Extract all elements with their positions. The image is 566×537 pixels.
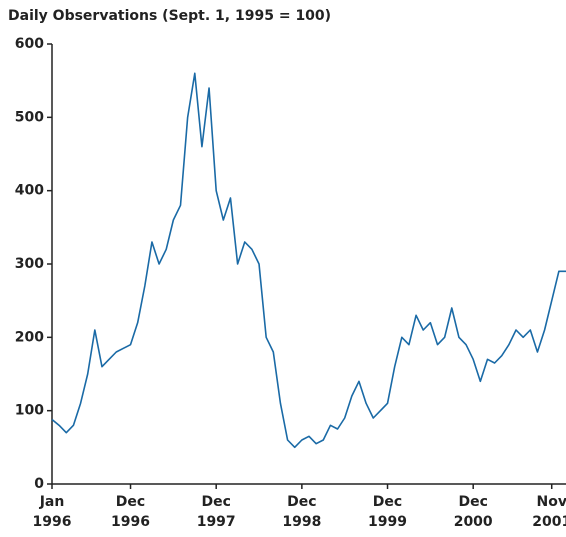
y-tick-label: 400 xyxy=(15,183,44,199)
x-tick-label: Dec 1999 xyxy=(368,494,407,530)
y-tick-label: 600 xyxy=(15,36,44,52)
x-tick-label: Dec 1996 xyxy=(111,494,150,530)
y-tick-label: 300 xyxy=(15,256,44,272)
x-tick-label: Nov 2001 xyxy=(532,494,566,530)
y-tick-label: 0 xyxy=(34,476,44,492)
y-tick-label: 100 xyxy=(15,403,44,419)
x-tick-label: Dec 2000 xyxy=(453,494,493,530)
y-tick-label: 200 xyxy=(15,329,44,345)
x-tick-label: Dec 1998 xyxy=(282,494,322,530)
line xyxy=(51,72,566,449)
chart-title: Daily Observations (Sept. 1, 1995 = 100) xyxy=(8,8,331,24)
x-tick-label: Dec 1997 xyxy=(196,494,236,530)
x-tick-label: Jan 1996 xyxy=(32,494,72,530)
y-tick-label: 500 xyxy=(15,109,44,125)
